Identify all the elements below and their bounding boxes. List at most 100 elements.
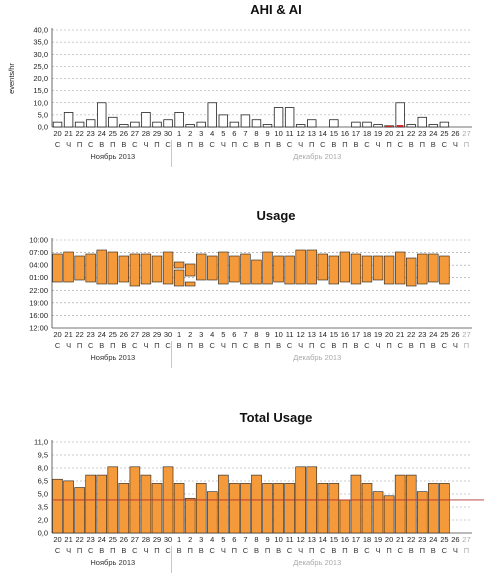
x-day-label: 23 <box>87 129 95 138</box>
x-weekday-label: Ч <box>298 341 303 350</box>
x-day-label: 25 <box>109 535 117 544</box>
x-day-label: 3 <box>199 330 203 339</box>
x-day-label: 3 <box>199 129 203 138</box>
y-tick-label: 22:00 <box>29 286 48 295</box>
y-tick-label: 10,0 <box>33 98 48 107</box>
x-day-label: 22 <box>75 535 83 544</box>
x-weekday-label: П <box>187 140 192 149</box>
usage-session-bar <box>394 251 406 285</box>
x-day-label: 21 <box>64 129 72 138</box>
total-usage-bar <box>195 483 207 534</box>
x-day-label: 25 <box>440 330 448 339</box>
x-day-label: 28 <box>142 330 150 339</box>
x-weekday-label: С <box>287 341 293 350</box>
ahi-bar <box>218 114 229 128</box>
x-weekday-label: В <box>199 341 204 350</box>
x-weekday-label: П <box>420 140 425 149</box>
x-weekday-label: Ч <box>66 140 71 149</box>
x-weekday-label: П <box>265 546 270 555</box>
x-day-label: 4 <box>210 129 214 138</box>
x-day-label: 22 <box>75 330 83 339</box>
x-weekday-label: В <box>99 546 104 555</box>
x-day-label: 14 <box>319 129 327 138</box>
x-day-label: 18 <box>363 330 371 339</box>
total-usage-bar <box>273 483 284 534</box>
x-weekday-label: П <box>420 341 425 350</box>
total-usage-bar <box>428 483 439 534</box>
x-day-label: 18 <box>363 535 371 544</box>
usage-session-bar <box>251 259 262 285</box>
usage-session-bar <box>295 249 306 285</box>
usage-session-bar <box>74 255 85 281</box>
ahi-bar <box>406 124 416 128</box>
x-weekday-label: П <box>232 341 237 350</box>
x-day-label: 6 <box>232 330 236 339</box>
x-day-label: 15 <box>330 129 338 138</box>
ahi-bar <box>439 121 450 128</box>
x-weekday-label: В <box>353 341 358 350</box>
x-day-label: 19 <box>374 535 382 544</box>
x-day-label: 2 <box>188 330 192 339</box>
total-usage-bar <box>184 497 196 534</box>
x-day-label: 26 <box>451 535 459 544</box>
ahi-bar <box>284 107 295 128</box>
y-tick-label: 3,5 <box>38 503 48 512</box>
x-day-label: 5 <box>221 129 225 138</box>
x-day-label: 24 <box>429 129 437 138</box>
x-day-label: 28 <box>142 129 150 138</box>
x-weekday-label: С <box>132 341 138 350</box>
month-label: Ноябрь 2013 <box>90 558 135 567</box>
total-usage-bar <box>206 491 218 534</box>
x-day-label: 9 <box>265 129 269 138</box>
x-day-label: 25 <box>109 129 117 138</box>
ahi-bar <box>373 124 383 128</box>
x-day-label: 26 <box>451 330 459 339</box>
x-day-label: 8 <box>254 330 258 339</box>
total-usage-bar <box>416 491 428 534</box>
x-weekday-label: Ч <box>376 140 381 149</box>
x-weekday-label: П <box>265 341 270 350</box>
x-day-label: 29 <box>153 330 161 339</box>
total-usage-bar <box>140 474 152 534</box>
x-day-label: 16 <box>341 129 349 138</box>
x-weekday-label: П <box>464 140 469 149</box>
ahi-bar <box>163 119 173 128</box>
x-weekday-label: П <box>110 546 115 555</box>
x-day-label: 28 <box>142 535 150 544</box>
y-tick-label: 16:00 <box>29 311 48 320</box>
x-weekday-label: П <box>342 341 347 350</box>
x-day-label: 20 <box>53 330 61 339</box>
chart-title: AHI & AI <box>250 2 302 17</box>
total-usage-bar <box>361 483 373 534</box>
total-usage-bar <box>262 483 273 534</box>
total-usage-bar <box>173 483 185 534</box>
x-weekday-label: С <box>442 546 448 555</box>
x-weekday-label: В <box>177 546 182 555</box>
usage-session-bar <box>439 255 450 285</box>
x-day-label: 4 <box>210 535 214 544</box>
x-day-label: 26 <box>120 129 128 138</box>
x-day-label: 16 <box>341 330 349 339</box>
usage-session-bar <box>151 255 163 283</box>
x-day-label: 23 <box>418 330 426 339</box>
usage-session-bar <box>196 253 207 281</box>
x-day-label: 23 <box>87 330 95 339</box>
usage-session-bar <box>129 253 141 287</box>
total-usage-bar <box>63 480 74 534</box>
x-weekday-label: С <box>320 546 326 555</box>
x-weekday-label: С <box>88 140 94 149</box>
x-weekday-label: В <box>99 140 104 149</box>
x-day-label: 1 <box>177 129 181 138</box>
ahi-bar <box>97 102 107 128</box>
x-weekday-label: В <box>254 341 259 350</box>
x-weekday-label: С <box>442 140 448 149</box>
usage-session-bar <box>207 255 218 281</box>
ahi-bar <box>251 119 262 128</box>
total-usage-bar <box>350 474 362 534</box>
usage-session-bar <box>350 253 362 285</box>
total-usage-bar <box>229 483 240 534</box>
usage-session-bar <box>372 255 384 281</box>
x-day-label: 7 <box>243 129 247 138</box>
x-weekday-label: В <box>331 140 336 149</box>
